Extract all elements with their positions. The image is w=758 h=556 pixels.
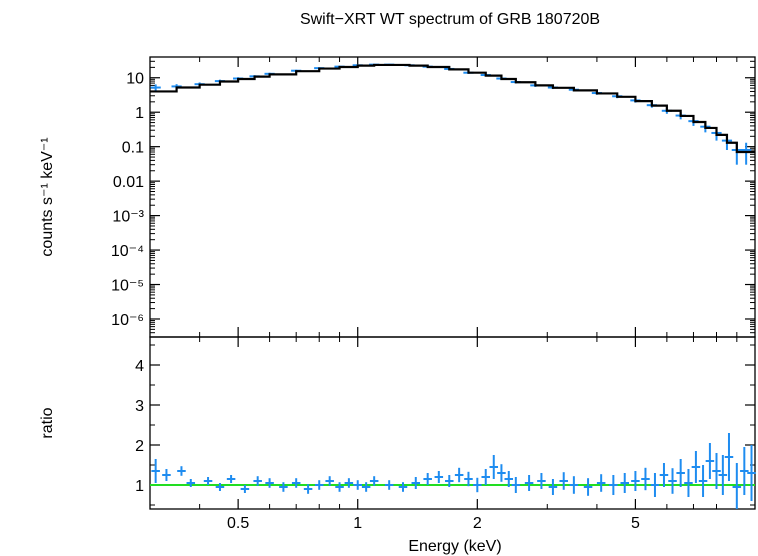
ratio-data-point	[583, 478, 593, 496]
ratio-y-axis-label: ratio	[39, 407, 56, 438]
ratio-data-point	[335, 482, 344, 492]
ratio-data-point	[537, 473, 546, 489]
ratio-data-point	[454, 467, 464, 483]
ratio-data-point	[291, 478, 301, 488]
ratio-data-point	[504, 471, 514, 487]
spectrum-y-tick-label: 0.1	[122, 140, 144, 157]
ratio-panel: 1 2 3 4 ratio	[39, 336, 756, 510]
ratio-y-tick-label: 1	[135, 478, 144, 495]
spectrum-y-axis-label: counts s⁻¹ keV⁻¹	[39, 137, 56, 256]
ratio-data-point	[569, 476, 579, 494]
spectrum-data-point	[150, 84, 161, 92]
x-axis-label: Energy (keV)	[408, 538, 501, 555]
ratio-data-point	[325, 476, 334, 486]
ratio-data-point	[177, 466, 186, 476]
spectrum-y-tick-label: 10⁻⁶	[111, 312, 144, 329]
spectrum-panel-frame	[149, 56, 756, 338]
ratio-data-point	[548, 479, 558, 495]
chart-title: Swift−XRT WT spectrum of GRB 180720B	[300, 11, 600, 28]
ratio-data-point	[631, 471, 640, 491]
ratio-data-point	[423, 473, 432, 485]
ratio-data-point	[489, 455, 499, 479]
ratio-data-point	[684, 469, 693, 497]
ratio-data-point	[718, 455, 728, 495]
ratio-data-point	[314, 480, 324, 490]
x-tick-label: 1	[353, 515, 362, 532]
ratio-data-point	[215, 483, 225, 491]
ratio-y-tick-label: 4	[135, 358, 144, 375]
ratio-data-point	[705, 443, 715, 479]
ratio-y-tick-label: 2	[135, 438, 144, 455]
spectrum-y-tick-label: 10	[126, 71, 144, 88]
ratio-data-series	[151, 433, 756, 509]
ratio-data-point	[481, 469, 490, 485]
ratio-data-point	[434, 471, 444, 483]
x-tick-label: 5	[631, 515, 640, 532]
spectrum-y-tick-label: 1	[135, 105, 144, 122]
ratio-data-point	[361, 482, 371, 492]
ratio-data-point	[732, 463, 742, 509]
ratio-data-point	[668, 468, 677, 494]
ratio-data-point	[747, 445, 756, 501]
ratio-data-point	[240, 485, 250, 493]
ratio-data-point	[724, 433, 734, 481]
spectrum-y-ticks: 10 1 0.1 0.01 10⁻³ 10⁻⁴ 10⁻⁵ 10⁻⁶	[111, 56, 755, 338]
ratio-data-point	[411, 477, 421, 489]
ratio-data-point	[226, 475, 236, 483]
spectrum-x-ticks	[149, 57, 738, 337]
ratio-data-point	[740, 447, 749, 495]
ratio-data-point	[650, 473, 660, 497]
ratio-data-point	[203, 477, 213, 485]
ratio-data-point	[641, 467, 650, 491]
ratio-data-point	[524, 475, 534, 491]
ratio-data-point	[464, 471, 473, 487]
spectrum-model-line	[150, 63, 755, 154]
ratio-data-point	[186, 479, 196, 487]
spectrum-panel: 10 1 0.1 0.01 10⁻³ 10⁻⁴ 10⁻⁵ 10⁻⁶ counts s⁻¹ ke…	[39, 56, 756, 338]
x-tick-label: 2	[473, 515, 482, 532]
ratio-data-point	[620, 473, 629, 493]
spectrum-y-tick-label: 10⁻³	[112, 209, 144, 226]
ratio-data-point	[511, 477, 521, 493]
ratio-data-point	[691, 451, 701, 483]
spectrum-y-tick-label: 10⁻⁵	[111, 278, 144, 295]
ratio-data-point	[698, 465, 708, 497]
ratio-data-point	[497, 464, 506, 482]
ratio-data-point	[279, 482, 288, 492]
ratio-data-point	[369, 476, 379, 486]
ratio-y-tick-label: 3	[135, 398, 144, 415]
ratio-data-point	[676, 459, 685, 487]
ratio-data-point	[253, 476, 262, 486]
ratio-x-ticks	[149, 337, 738, 509]
spectrum-data-point	[741, 142, 752, 165]
ratio-data-point	[344, 478, 354, 488]
ratio-data-point	[303, 484, 313, 494]
ratio-data-point	[659, 463, 669, 487]
ratio-data-point	[559, 472, 568, 490]
ratio-data-point	[162, 469, 171, 481]
ratio-data-point	[151, 459, 160, 483]
spectrum-y-tick-label: 0.01	[113, 174, 144, 191]
ratio-panel-frame	[149, 336, 756, 510]
ratio-data-point	[473, 477, 482, 493]
ratio-data-point	[398, 482, 408, 492]
ratio-data-point	[596, 474, 606, 492]
ratio-data-point	[712, 453, 721, 489]
spectrum-y-tick-label: 10⁻⁴	[111, 243, 144, 260]
ratio-data-point	[265, 478, 274, 488]
ratio-data-point	[353, 480, 362, 490]
x-tick-label: 0.5	[227, 515, 249, 532]
ratio-data-point	[445, 475, 454, 487]
x-tick-labels: 0.5 1 2 5	[227, 515, 640, 532]
ratio-data-point	[609, 475, 618, 495]
ratio-data-point	[384, 480, 394, 490]
